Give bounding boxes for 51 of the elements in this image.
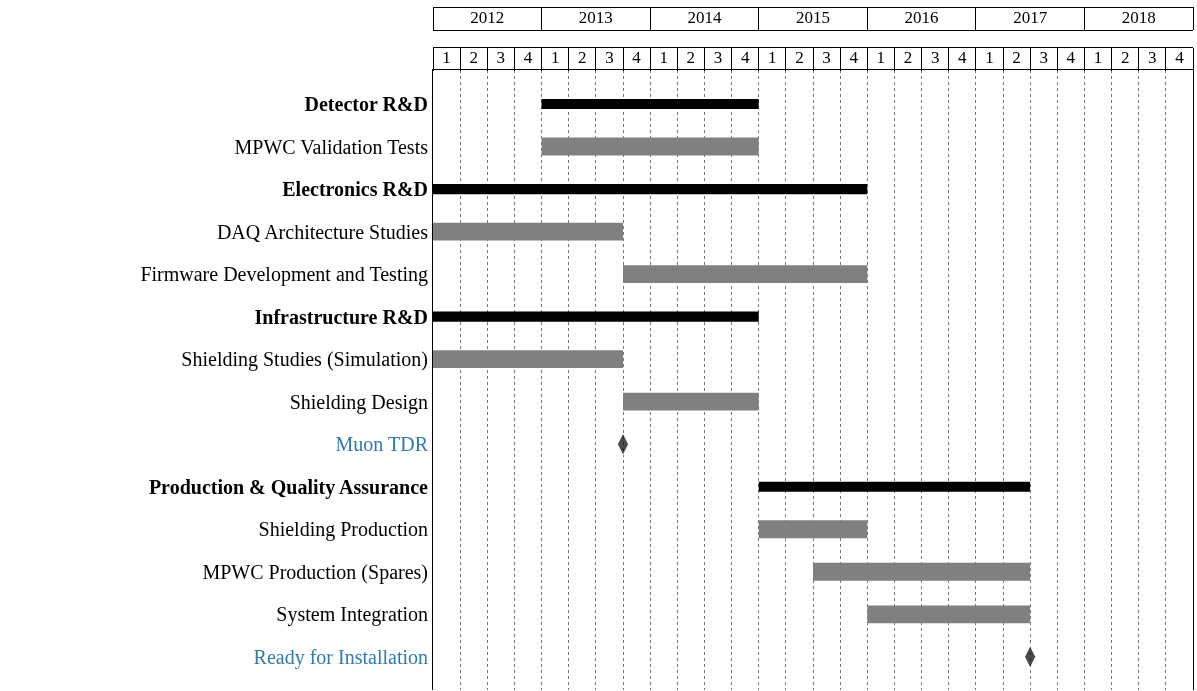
x-tick-label: 2015 xyxy=(796,8,830,28)
text: 1 xyxy=(1093,47,1103,67)
text: 1 xyxy=(442,47,451,67)
y-tick-label: Electronics R&D xyxy=(282,178,428,201)
y-tick-label: Ready for Installation xyxy=(253,645,428,669)
text: 3 xyxy=(930,47,940,67)
text: 2 xyxy=(1120,47,1130,67)
text: 3 xyxy=(713,47,723,67)
text: 3 xyxy=(1039,47,1048,67)
text: 2 xyxy=(469,47,478,67)
y-tick-label: Shielding Production xyxy=(258,518,428,542)
text: 2 xyxy=(578,47,587,67)
y-tick-label: DAQ Architecture Studies xyxy=(216,220,429,243)
text: 2 xyxy=(686,47,696,67)
text: 4 xyxy=(1175,47,1185,67)
text: 1 xyxy=(768,47,777,67)
text: 2 xyxy=(1012,47,1021,67)
text: 3 xyxy=(1148,47,1157,67)
text: 1 xyxy=(985,47,994,67)
text: 4 xyxy=(849,47,859,67)
y-tick-label: Infrastructure R&D xyxy=(254,305,428,328)
y-tick-label: MPWC Production (Spares) xyxy=(202,560,428,584)
y-tick-label: Firmware Development and Testing xyxy=(140,263,428,287)
text: 3 xyxy=(496,47,506,67)
text: 2 xyxy=(903,47,913,67)
text: 1 xyxy=(876,47,886,67)
text: 4 xyxy=(1066,47,1076,67)
y-tick-label: Detector R&D xyxy=(304,93,428,116)
text: 3 xyxy=(822,47,831,67)
text: 1 xyxy=(659,47,668,67)
y-tick-label: Muon TDR xyxy=(335,433,429,456)
y-tick-label: Shielding Design xyxy=(289,390,428,414)
y-tick-label: Production & Quality Assurance xyxy=(148,475,429,499)
x-tick-label: 2016 xyxy=(904,8,939,28)
x-tick-label: 2018 xyxy=(1121,8,1156,28)
text: 1 xyxy=(550,47,560,67)
bar xyxy=(758,481,1031,492)
y-tick-label: System Integration xyxy=(276,603,428,627)
text: 3 xyxy=(605,47,614,67)
y-tick-label: MPWC Validation Tests xyxy=(234,135,429,158)
y-tick-label: Shielding Studies (Simulation) xyxy=(181,348,428,372)
text: 4 xyxy=(740,47,750,67)
text: 4 xyxy=(958,47,968,67)
text: 2 xyxy=(795,47,804,67)
x-tick-label: 2017 xyxy=(1013,8,1048,28)
text: 4 xyxy=(523,47,533,67)
x-tick-label: 2012 xyxy=(470,8,505,28)
text: 4 xyxy=(632,47,642,67)
bar xyxy=(541,98,759,110)
x-tick-label: 2014 xyxy=(687,8,722,28)
x-tick-label: 2013 xyxy=(578,8,613,28)
